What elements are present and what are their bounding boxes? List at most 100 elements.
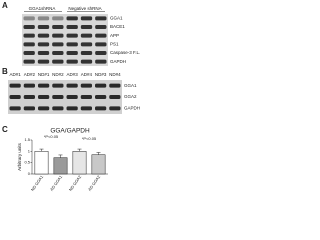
group-label: GGA1shRNA (29, 6, 56, 11)
band (109, 95, 121, 99)
band (52, 106, 64, 111)
band (66, 51, 78, 55)
band (23, 42, 35, 47)
band (23, 59, 35, 64)
band (52, 51, 64, 55)
band-label: PS1 (110, 42, 119, 47)
lane-label: ND#3 (95, 72, 107, 77)
band (37, 42, 50, 47)
y-axis-label: Arbitrary units (17, 142, 22, 171)
band (23, 51, 35, 55)
band (80, 106, 92, 111)
band (66, 16, 78, 21)
band-label: GGA2 (124, 94, 137, 99)
band (38, 95, 50, 99)
panel-label: B (2, 67, 8, 76)
band (52, 25, 64, 29)
figure: A B C GGA/GAPDH GGA1shRNA Negative shRNA G… (2, 1, 140, 192)
lane-label: ND#4 (109, 72, 121, 77)
band (23, 106, 35, 111)
band (66, 95, 78, 99)
band (52, 16, 64, 21)
annotation: *P<0.05 (82, 136, 97, 141)
band-label: Caspase-3 F.L. (110, 50, 140, 55)
band (80, 83, 92, 88)
panel-label: A (2, 1, 8, 10)
y-tick-label: 0.5 (24, 160, 30, 165)
band (52, 42, 64, 47)
band-label: GGA1 (110, 16, 123, 21)
band-label: GGA1 (124, 83, 137, 88)
band (23, 16, 35, 21)
chart-title: GGA/GAPDH (50, 128, 90, 135)
band (66, 106, 78, 111)
x-tick-label: ND GGA1 (30, 174, 45, 192)
band (80, 59, 93, 64)
lane-label: ND#2 (52, 72, 64, 77)
band (37, 16, 50, 21)
band-label: GAPDH (124, 106, 140, 111)
y-tick-label: 0 (28, 171, 31, 176)
lane-label: AD#4 (81, 72, 93, 77)
band (80, 33, 93, 38)
band (109, 106, 121, 111)
band (95, 16, 107, 21)
band (38, 83, 50, 88)
x-tick-label: AD GGA1 (49, 174, 64, 192)
blot (22, 14, 108, 66)
band (80, 16, 93, 21)
band (66, 33, 78, 38)
annotation: *P<0.05 (44, 134, 59, 139)
lane-label: AD#1 (9, 72, 21, 77)
bar (53, 157, 68, 175)
band-label: BACE1 (110, 24, 125, 29)
band (52, 59, 64, 64)
x-tick-label: AD GGA2 (87, 174, 102, 192)
band (95, 95, 107, 99)
band (66, 83, 78, 88)
band (37, 33, 50, 38)
band (80, 95, 92, 99)
panel-label: C (2, 125, 8, 134)
band (52, 83, 64, 88)
band (80, 51, 93, 55)
band (23, 83, 35, 88)
band (66, 25, 78, 29)
page: A B C GGA/GAPDH GGA1shRNA Negative shRNA G… (0, 0, 150, 194)
band (37, 51, 50, 55)
band (66, 59, 78, 64)
band (9, 83, 21, 88)
band (95, 33, 107, 38)
band (9, 106, 21, 111)
band (52, 95, 64, 99)
band (38, 106, 50, 111)
bar (34, 151, 49, 175)
lane-label: AD#2 (24, 72, 36, 77)
band (109, 83, 121, 88)
band (95, 106, 107, 111)
band-label: GAPDH (110, 59, 126, 64)
band (95, 59, 107, 64)
bar (72, 151, 87, 175)
band (66, 42, 78, 47)
band-label: APP (110, 33, 119, 38)
band (80, 25, 93, 29)
band (23, 33, 35, 38)
band (23, 25, 35, 29)
band (37, 25, 50, 29)
y-tick-label: 1 (28, 148, 31, 153)
band (80, 42, 93, 47)
band (95, 83, 107, 88)
lane-label: AD#3 (66, 72, 78, 77)
band (9, 95, 21, 99)
y-tick-label: 1.5 (24, 137, 30, 142)
band (95, 51, 107, 55)
x-tick-label: ND GGA2 (68, 174, 83, 192)
band (23, 95, 35, 99)
band (52, 33, 64, 38)
band (95, 42, 107, 47)
bar (91, 154, 106, 175)
band (95, 25, 107, 29)
lane-label: ND#1 (38, 72, 50, 77)
band (37, 59, 50, 64)
